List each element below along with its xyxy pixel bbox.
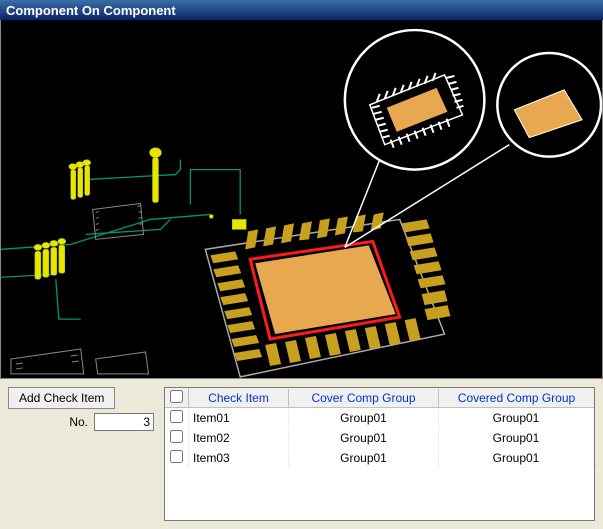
side-column: Add Check Item No. — [8, 387, 158, 521]
add-check-item-button[interactable]: Add Check Item — [8, 387, 115, 409]
cell-cover: Group01 — [289, 409, 439, 427]
cell-cover: Group01 — [289, 449, 439, 467]
table-row[interactable]: Item02Group01Group01 — [165, 428, 594, 448]
callout-circle-2 — [497, 53, 601, 157]
header-checkbox[interactable] — [170, 390, 183, 403]
header-check-item[interactable]: Check Item — [189, 389, 289, 407]
cell-covered: Group01 — [439, 409, 594, 427]
row-checkbox[interactable] — [170, 430, 183, 443]
cell-covered: Group01 — [439, 449, 594, 467]
no-row: No. — [8, 413, 158, 431]
cell-cover: Group01 — [289, 429, 439, 447]
no-input[interactable] — [94, 413, 154, 431]
no-label: No. — [69, 415, 88, 429]
cell-item: Item03 — [189, 449, 289, 467]
check-item-grid: Check Item Cover Comp Group Covered Comp… — [164, 387, 595, 521]
table-row[interactable]: Item03Group01Group01 — [165, 448, 594, 468]
row-checkbox[interactable] — [170, 410, 183, 423]
row-checkbox[interactable] — [170, 450, 183, 463]
window-title: Component On Component — [6, 3, 176, 18]
grid-body: Item01Group01Group01Item02Group01Group01… — [165, 408, 594, 520]
control-panel: Add Check Item No. Check Item Cover Comp… — [0, 379, 603, 529]
header-cover-group[interactable]: Cover Comp Group — [289, 389, 439, 407]
grid-header: Check Item Cover Comp Group Covered Comp… — [165, 388, 594, 408]
cell-covered: Group01 — [439, 429, 594, 447]
cell-item: Item01 — [189, 409, 289, 427]
table-row[interactable]: Item01Group01Group01 — [165, 408, 594, 428]
cell-item: Item02 — [189, 429, 289, 447]
callout-circle-1 — [345, 30, 485, 170]
window-titlebar: Component On Component — [0, 0, 603, 20]
pcb-viewport[interactable] — [0, 20, 603, 379]
header-covered-group[interactable]: Covered Comp Group — [439, 389, 594, 407]
